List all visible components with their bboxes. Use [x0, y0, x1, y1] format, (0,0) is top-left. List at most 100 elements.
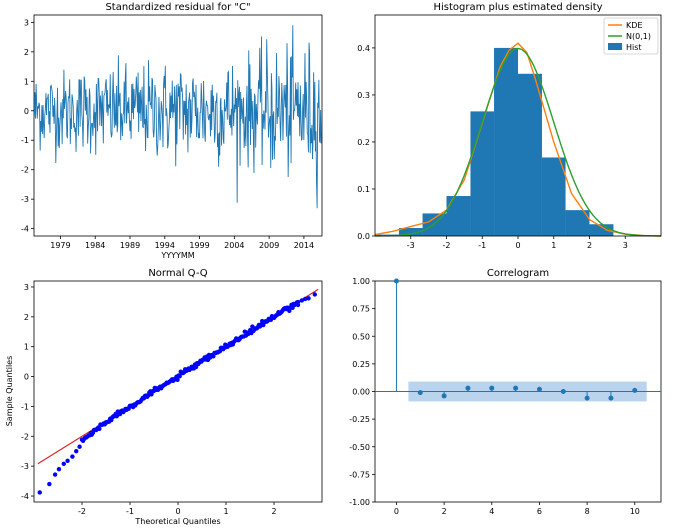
- acf-marker: [608, 395, 614, 401]
- histogram-bar: [565, 210, 590, 236]
- residual-xlabel: YYYYMM: [160, 251, 194, 260]
- residual-ytick-label: -2: [21, 166, 29, 175]
- correlogram-ytick-label: -0.75: [349, 470, 370, 479]
- residual-ytick-label: 3: [24, 18, 29, 27]
- histogram-ytick-label: 0.1: [357, 185, 370, 194]
- residual-plot-area: [33, 25, 322, 209]
- residual-xtick-label: 1994: [155, 241, 175, 250]
- qq-xtick-label: 2: [271, 507, 276, 516]
- histogram-bar: [470, 111, 495, 236]
- residual-ytick-label: 0: [24, 107, 29, 116]
- correlogram-ytick-label: 0.50: [352, 332, 370, 341]
- qq-ytick-label: 1: [24, 343, 29, 352]
- qq-point: [295, 302, 301, 308]
- correlogram-ytick-label: 0.25: [352, 360, 370, 369]
- qq-ytick-label: -2: [21, 432, 29, 441]
- acf-marker: [393, 278, 399, 284]
- qq-plot-area: [37, 288, 319, 495]
- qq-point: [37, 490, 42, 495]
- qq-point: [175, 377, 180, 383]
- residual-y-ticks: -4 -3 -2 -1 0 1 2 3: [21, 18, 34, 234]
- residual-xtick-label: 1999: [189, 241, 209, 250]
- residual-ytick-label: -4: [21, 225, 29, 234]
- qq-point: [306, 296, 311, 301]
- correlogram-ytick-label: 0.00: [352, 388, 370, 397]
- residual-ytick-label: 2: [24, 48, 29, 57]
- correlogram-ytick-label: -0.50: [349, 443, 370, 452]
- histogram-x-ticks: -3 -2 -1 0 1 2 3: [407, 236, 628, 250]
- residual-xtick-label: 1979: [50, 241, 70, 250]
- acf-marker: [441, 393, 447, 399]
- qq-xtick-label: 0: [175, 507, 180, 516]
- qq-ytick-label: 0: [24, 373, 29, 382]
- histogram-bar: [422, 213, 447, 236]
- correlogram-plot-area: [375, 278, 661, 402]
- qq-point: [65, 458, 70, 463]
- correlogram-y-ticks: -1.00 -0.75 -0.50 -0.25 0.00 0.25 0.50 0.75 1.00: [349, 277, 375, 507]
- panel-residual: Standardized residual for "C" 1979 1984 19…: [21, 2, 323, 260]
- qq-point: [52, 472, 58, 477]
- histogram-bar: [494, 47, 518, 237]
- qq-point: [312, 292, 317, 297]
- normal-curve: [374, 47, 662, 237]
- histogram-legend: KDE N(0,1) Hist: [603, 17, 659, 55]
- qq-point: [77, 444, 82, 449]
- qq-ytick-label: -1: [21, 402, 29, 411]
- acf-marker: [536, 386, 542, 392]
- correlogram-x-ticks: 0 2 4 6 8 10: [394, 502, 640, 516]
- kde-curve: [374, 42, 662, 237]
- residual-xtick-label: 2004: [224, 241, 244, 250]
- qq-title: Normal Q-Q: [148, 268, 207, 279]
- correlogram-xtick-label: 10: [630, 507, 640, 516]
- qq-xtick-label: -2: [78, 507, 86, 516]
- correlogram-ytick-label: 0.75: [352, 305, 370, 314]
- panel-qq: Normal Q-Q -2 -1 0 1 2 -4 -3 -2 -1 0 1 2 3 Theoreti…: [5, 268, 323, 526]
- qq-x-ticks: -2 -1 0 1 2: [78, 502, 277, 516]
- qq-point: [70, 454, 75, 459]
- residual-x-ticks: 1979 1984 1989 1994 1999 2004 2009 2014: [50, 236, 314, 250]
- qq-xtick-label: 1: [223, 507, 228, 516]
- panel-histogram: Histogram plus estimated density -3 -2 -1 0…: [357, 2, 662, 250]
- histogram-title: Histogram plus estimated density: [433, 2, 602, 13]
- residual-series-line: [33, 25, 322, 209]
- panel-correlogram: Correlogram 0 2 4 6 8 10 -1.00 -0.75 -0.50 -0.25…: [349, 268, 662, 516]
- correlogram-xtick-label: 0: [394, 507, 399, 516]
- qq-point: [299, 298, 305, 303]
- qq-xtick-label: -1: [126, 507, 134, 516]
- acf-marker: [489, 385, 495, 391]
- acf-marker: [584, 395, 590, 401]
- acf-marker: [560, 389, 566, 394]
- histogram-bar: [398, 228, 423, 236]
- correlogram-xtick-label: 4: [489, 507, 494, 516]
- histogram-bar: [589, 224, 614, 236]
- qq-xlabel: Theoretical Quantiles: [134, 517, 220, 526]
- histogram-ytick-label: 0.0: [357, 232, 370, 241]
- correlogram-ytick-label: -1.00: [349, 498, 370, 507]
- correlogram-ytick-label: 1.00: [352, 277, 370, 286]
- histogram-xtick-label: 0: [515, 241, 520, 250]
- histogram-y-ticks: 0.0 0.1 0.2 0.3 0.4: [357, 44, 375, 241]
- histogram-plot-area: [374, 42, 662, 237]
- qq-ytick-label: -4: [21, 492, 29, 501]
- correlogram-xtick-label: 2: [442, 507, 447, 516]
- qq-point: [56, 466, 62, 472]
- qq-point: [47, 481, 52, 487]
- acf-marker: [465, 385, 471, 391]
- correlogram-title: Correlogram: [487, 268, 549, 279]
- qq-point: [74, 449, 79, 454]
- legend-kde: KDE: [626, 21, 642, 30]
- legend-hist: Hist: [626, 43, 642, 52]
- histogram-bar: [446, 196, 471, 236]
- qq-point: [303, 296, 308, 302]
- acf-marker: [417, 390, 423, 396]
- correlogram-xtick-label: 6: [537, 507, 542, 516]
- qq-ytick-label: -3: [21, 462, 29, 471]
- histogram-bar: [541, 157, 566, 236]
- residual-ytick-label: -3: [21, 195, 29, 204]
- correlogram-xtick-label: 8: [585, 507, 590, 516]
- histogram-ytick-label: 0.2: [357, 138, 370, 147]
- histogram-xtick-label: 3: [623, 241, 628, 250]
- residual-xtick-label: 2014: [294, 241, 314, 250]
- histogram-xtick-label: -2: [443, 241, 451, 250]
